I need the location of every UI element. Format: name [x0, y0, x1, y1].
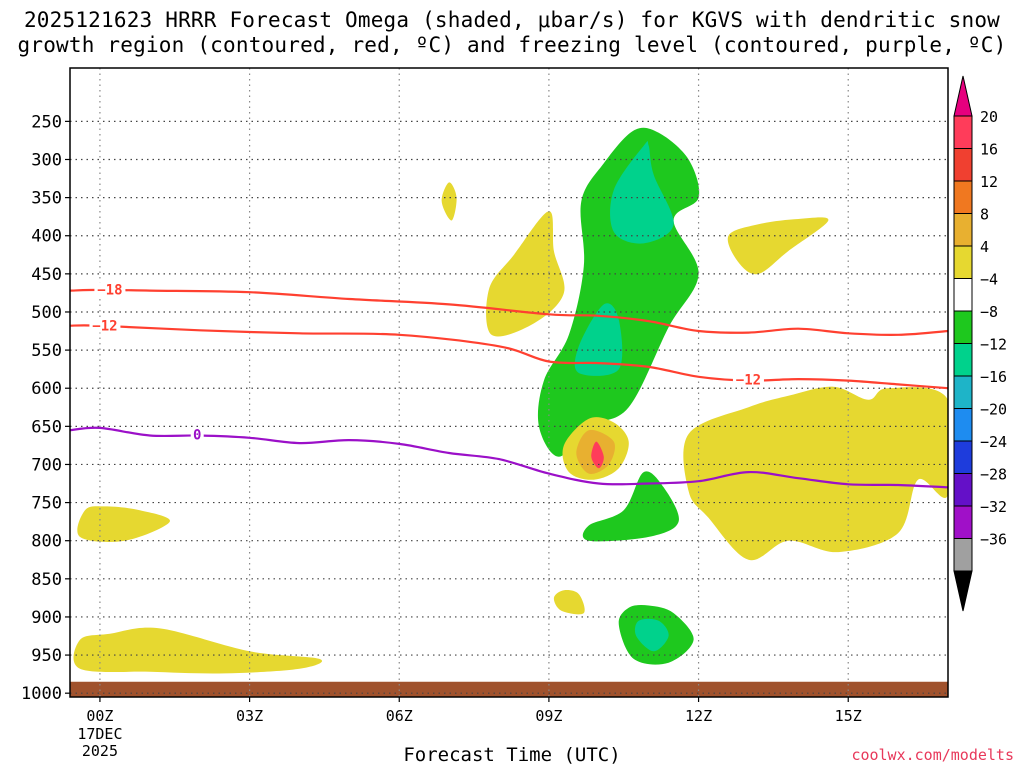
colorbar-label-13: −36	[980, 531, 1007, 549]
y-tick-label-500: 500	[31, 303, 62, 323]
contour-label-bg-1	[89, 318, 121, 333]
colorbar-label-10: −24	[980, 433, 1007, 451]
colorbar-label-4: 4	[980, 238, 989, 256]
omega-region-yellow-upper-left	[441, 182, 457, 221]
omega-region-teal-upper	[610, 141, 674, 244]
x-tick-sublabel-0: 17DEC	[77, 725, 122, 743]
x-tick-label-12Z: 12Z	[685, 707, 712, 725]
y-tick-label-400: 400	[31, 227, 62, 247]
y-tick-label-700: 700	[31, 455, 62, 475]
colorbar-segment-11	[953, 473, 973, 507]
x-axis-title: Forecast Time (UTC)	[403, 744, 621, 766]
y-tick-label-250: 250	[31, 112, 62, 132]
colorbar-segment-1	[953, 148, 973, 182]
colorbar-segment-13	[953, 538, 973, 572]
contour-label-2: −12	[736, 373, 761, 389]
colorbar-segment-2	[953, 180, 973, 214]
omega-region-yellow-sfc	[73, 627, 323, 674]
plot-frame	[69, 67, 949, 698]
contour-dgz-top	[70, 288, 948, 336]
colorbar-segment-3	[953, 213, 973, 247]
colorbar-label-3: 8	[980, 206, 989, 224]
colorbar-segment-7	[953, 343, 973, 377]
grid	[70, 68, 948, 697]
colorbar-label-0: 20	[980, 108, 998, 126]
x-tick-label-03Z: 03Z	[236, 707, 263, 725]
x-tick-label-15Z: 15Z	[835, 707, 862, 725]
y-tick-label-1000: 1000	[21, 684, 62, 704]
colorbar-label-5: −4	[980, 271, 998, 289]
y-tick-label-300: 300	[31, 150, 62, 170]
chart-title-line-2: growth region (contoured, red, ºC) and f…	[17, 33, 1007, 57]
contour-label-1: −12	[92, 318, 117, 334]
omega-region-teal-low	[634, 618, 669, 652]
colorbar-segment-8	[953, 375, 973, 409]
x-tick-label-00Z: 00Z	[86, 707, 113, 725]
contour-label-bg-2	[732, 372, 764, 387]
colorbar-segment-10	[953, 440, 973, 474]
ground-surface	[70, 681, 948, 697]
y-tick-label-750: 750	[31, 494, 62, 514]
colorbar-top-arrow	[953, 75, 973, 117]
shaded-omega	[70, 127, 948, 697]
contour-label-bg-0	[94, 282, 126, 297]
contour-dgz-bottom	[70, 324, 948, 390]
colorbar-segment-12	[953, 505, 973, 539]
omega-region-yellow-mid	[486, 211, 565, 337]
x-tick-label-09Z: 09Z	[535, 707, 562, 725]
colorbar-bottom-arrow	[953, 570, 973, 612]
y-tick-label-550: 550	[31, 341, 62, 361]
colorbar-segment-5	[953, 278, 973, 312]
y-tick-label-450: 450	[31, 265, 62, 285]
credit-link[interactable]: coolwx.com/modelts	[851, 746, 1014, 764]
omega-region-teal-lower	[574, 303, 623, 376]
colorbar-segment-0	[953, 115, 973, 149]
contour-label-bg-3	[190, 427, 204, 442]
contour-label-0: −18	[97, 283, 122, 299]
y-tick-label-650: 650	[31, 417, 62, 437]
y-tick-label-900: 900	[31, 608, 62, 628]
colorbar-label-11: −28	[980, 466, 1007, 484]
y-tick-label-850: 850	[31, 570, 62, 590]
colorbar-label-1: 16	[980, 141, 998, 159]
contours: −18 −12 −12 0	[70, 282, 948, 489]
omega-region-yellow-small	[553, 590, 585, 615]
x-tick-label-06Z: 06Z	[386, 707, 413, 725]
plot-area	[70, 127, 948, 697]
colorbar-label-7: −12	[980, 336, 1007, 354]
y-tick-label-350: 350	[31, 189, 62, 209]
x-tick-sublabel-1: 2025	[82, 742, 118, 760]
omega-region-yellow-right-upper	[727, 217, 829, 275]
y-tick-label-600: 600	[31, 379, 62, 399]
omega-region-green-low-1	[582, 471, 679, 542]
colorbar-label-6: −8	[980, 303, 998, 321]
colorbar-label-8: −16	[980, 368, 1007, 386]
y-tick-label-950: 950	[31, 646, 62, 666]
omega-region-yellow-left-low	[77, 506, 170, 542]
chart-title-line-1: 2025121623 HRRR Forecast Omega (shaded, …	[23, 8, 1001, 32]
y-tick-label-800: 800	[31, 532, 62, 552]
colorbar-label-9: −20	[980, 401, 1007, 419]
axes: 250 300 350 400 450 500 550 600 650 700 750 800 850 9…	[21, 67, 949, 760]
colorbar-label-12: −32	[980, 498, 1007, 516]
colorbar-segment-6	[953, 310, 973, 344]
colorbar-label-2: 12	[980, 173, 998, 191]
colorbar-segment-9	[953, 408, 973, 442]
omega-region-yellow-right-lower	[683, 386, 948, 561]
contour-label-3: 0	[193, 427, 201, 443]
colorbar-segment-4	[953, 245, 973, 279]
colorbar: 20 16 12 8 4 −4 −8 −12 −16 −20 −24 −28 −32 −36	[953, 75, 1007, 612]
omega-region-red-core	[591, 441, 604, 469]
